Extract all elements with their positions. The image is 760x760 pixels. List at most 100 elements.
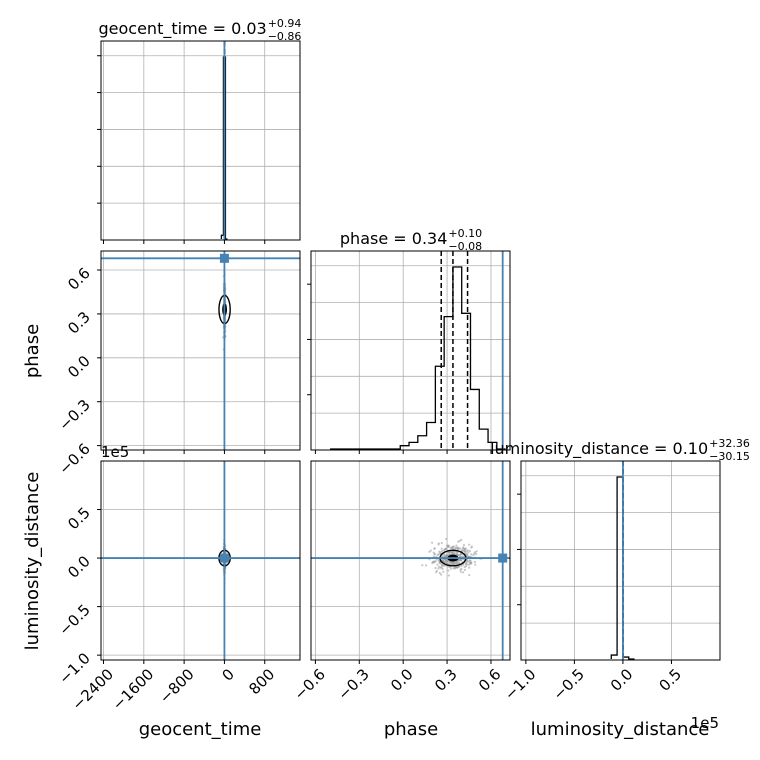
panel-frame-2-1 — [310, 460, 511, 661]
sample-point — [435, 558, 438, 561]
sample-point — [424, 564, 428, 567]
title-text-phase: phase = 0.34 — [340, 229, 447, 248]
sample-point — [451, 561, 454, 565]
sample-point — [459, 553, 463, 556]
sample-point — [451, 545, 454, 549]
x-tick-label-luminosity_distance: −0.5 — [549, 665, 587, 703]
y-tick-label-phase: 0.0 — [64, 352, 94, 382]
x-tick-label-geocent_time: 0 — [219, 665, 238, 684]
x-tick-label-phase: −0.3 — [334, 665, 372, 703]
sample-point — [435, 571, 438, 574]
sample-point — [432, 561, 435, 564]
sample-point — [447, 574, 450, 577]
sample-point — [462, 546, 465, 549]
sample-point — [454, 567, 457, 570]
sample-point — [459, 559, 462, 562]
sample-point — [440, 573, 443, 576]
sample-point — [467, 563, 471, 566]
sample-point — [440, 549, 444, 553]
sample-point — [451, 551, 454, 554]
x-tick-label-phase: 0.6 — [475, 665, 505, 695]
sample-point — [468, 543, 471, 546]
sample-point — [429, 549, 432, 552]
sample-point — [455, 562, 458, 565]
title-lower-luminosity_distance: −30.15 — [709, 450, 750, 463]
y-tick-label-luminosity_distance: −0.5 — [55, 601, 93, 639]
grid-layer — [101, 41, 720, 660]
sample-point — [473, 552, 476, 555]
sample-point — [436, 563, 439, 566]
sample-point — [466, 560, 469, 564]
x-tick-label-luminosity_distance: 0.0 — [607, 665, 637, 695]
y-tick-label-luminosity_distance: 0.5 — [64, 504, 94, 534]
sample-point — [445, 544, 449, 547]
panel-title-luminosity_distance: luminosity_distance = 0.10 +32.36−30.15 — [490, 437, 750, 463]
panel-title-geocent_time: geocent_time = 0.03 +0.94−0.86 — [99, 17, 302, 43]
y-offset-label-luminosity_distance: 1e5 — [101, 443, 129, 461]
title-lower-phase: −0.08 — [448, 240, 482, 253]
sample-point — [463, 566, 466, 569]
sample-point — [434, 560, 437, 563]
y-tick-label-luminosity_distance: 0.0 — [64, 552, 94, 582]
sample-point — [462, 548, 465, 551]
sample-point — [437, 559, 441, 562]
sample-point — [445, 537, 448, 541]
y-tick-label-phase: 0.6 — [64, 264, 94, 294]
truth-layer — [101, 41, 624, 660]
sample-point — [468, 549, 471, 553]
sample-point — [460, 567, 463, 570]
tick-layer — [97, 55, 672, 664]
sample-point — [475, 552, 478, 556]
x-tick-label-luminosity_distance: 0.5 — [655, 665, 685, 695]
sample-point — [450, 567, 453, 570]
sample-point — [439, 566, 442, 569]
sample-point — [463, 550, 467, 553]
x-offset-label-luminosity_distance: 1e5 — [691, 714, 719, 732]
sample-point — [440, 541, 443, 545]
histogram-phase — [330, 266, 506, 450]
y-axis-label-luminosity_distance: luminosity_distance — [22, 472, 43, 651]
sample-point — [421, 564, 424, 567]
sample-point — [433, 552, 436, 555]
sample-point — [474, 563, 477, 566]
sample-point — [461, 571, 465, 574]
panel-frame-2-0 — [100, 460, 301, 661]
sample-point — [460, 564, 463, 568]
sample-point — [437, 542, 440, 545]
sample-point — [446, 562, 449, 565]
title-upper-geocent_time: +0.94 — [268, 17, 302, 30]
panel-title-phase: phase = 0.34 +0.10−0.08 — [340, 227, 482, 253]
y-axis-label-phase: phase — [22, 324, 43, 378]
sample-point — [445, 547, 448, 551]
sample-point — [428, 550, 431, 553]
x-tick-label-geocent_time: −800 — [156, 665, 198, 707]
sample-point — [470, 553, 473, 556]
sample-point — [468, 559, 472, 562]
title-upper-phase: +0.10 — [448, 227, 482, 240]
truth-marker-geocent_time-luminosity_distance — [219, 553, 229, 563]
panel-frame-2-2 — [520, 460, 721, 661]
sample-point — [441, 567, 444, 571]
sample-point — [458, 539, 461, 543]
y-tick-label-phase: −0.6 — [55, 440, 93, 478]
panel-frame-1-1 — [310, 250, 511, 451]
sample-point — [468, 574, 471, 577]
panel-frame-0-0 — [100, 40, 301, 241]
histogram-geocent_time — [220, 56, 228, 240]
sample-point — [437, 567, 440, 570]
title-lower-geocent_time: −0.86 — [268, 30, 302, 43]
contour-layer — [218, 294, 467, 567]
x-axis-label-phase: phase — [384, 719, 438, 740]
sample-point — [437, 553, 440, 556]
x-axis-label-luminosity_distance: luminosity_distance — [531, 719, 710, 740]
sample-point — [449, 551, 452, 554]
sample-point — [439, 562, 442, 565]
text-layer: −2400−1600−800 0 800 −0.6 −0.3 0.0 0.3 0.6−1.0−… — [22, 17, 750, 740]
sample-point — [455, 544, 458, 547]
title-upper-luminosity_distance: +32.36 — [709, 437, 750, 450]
y-tick-label-phase: 0.3 — [64, 308, 94, 338]
sample-point — [432, 555, 435, 558]
sample-point — [466, 549, 469, 552]
sample-point — [457, 553, 460, 557]
